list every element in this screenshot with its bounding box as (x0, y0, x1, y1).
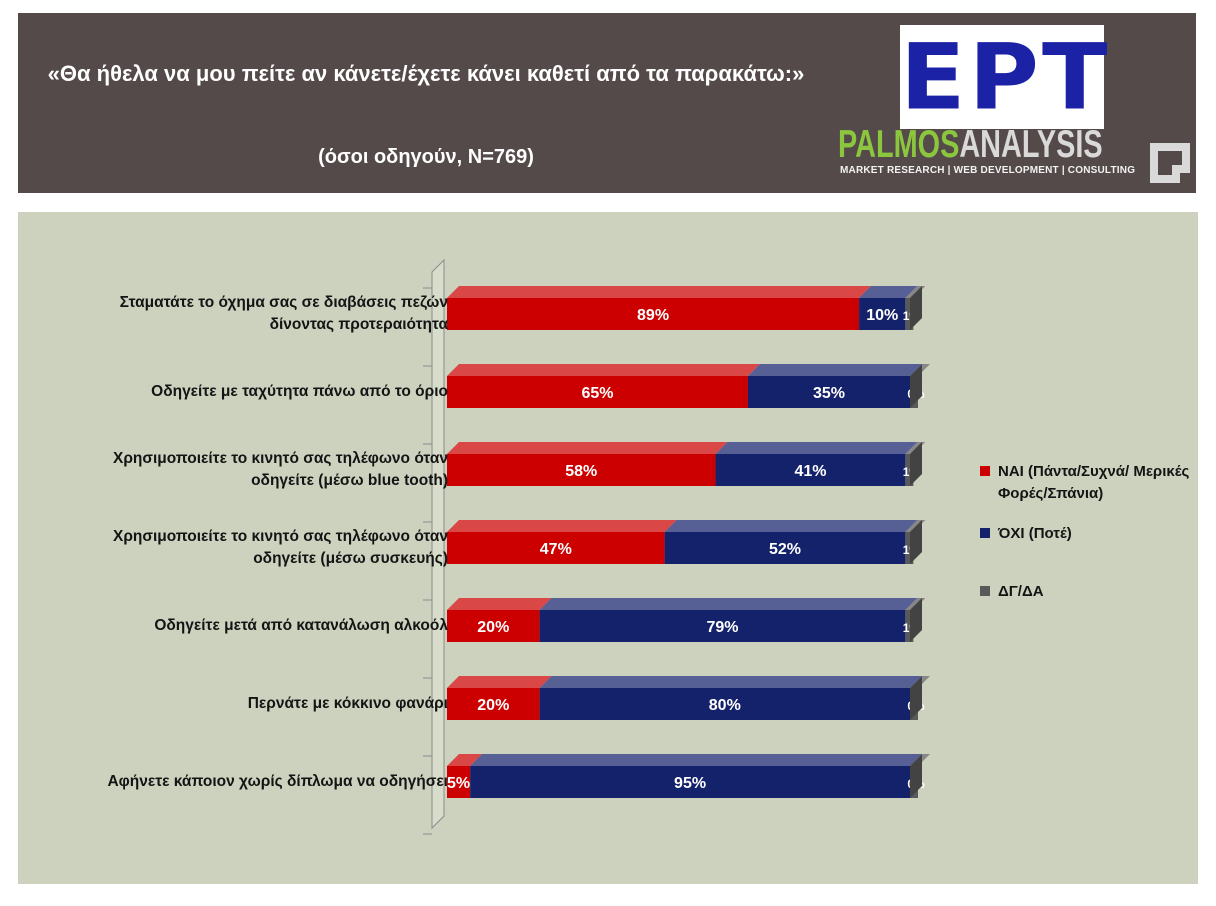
header-banner: «Θα ήθελα να μου πείτε αν κάνετε/έχετε κ… (18, 13, 1196, 193)
data-label: 65% (581, 385, 613, 402)
page-subtitle: (όσοι οδηγούν, Ν=769) (318, 146, 534, 168)
category-label: Οδηγείτε μετά από κατανάλωση αλκοόλ (154, 617, 448, 634)
bar-segment-top (539, 676, 922, 688)
data-label: 10% (866, 307, 898, 324)
bar-side (910, 364, 922, 408)
bar-segment (447, 532, 665, 564)
category-label: Οδηγείτε με ταχύτητα πάνω από το όριο (151, 383, 448, 400)
category-label: Χρησιμοποιείτε το κινητό σας τηλέφωνο ότ… (112, 450, 448, 489)
category-label: Αφήνετε κάποιον χωρίς δίπλωμα να οδηγήσε… (107, 773, 448, 790)
bar-segment (447, 376, 748, 408)
bar-segment (905, 454, 914, 486)
bar-segment (447, 688, 540, 720)
data-label: 80% (709, 697, 741, 714)
bar-segment-top (859, 286, 918, 298)
chart-panel: 89%10%1%65%35%0%58%41%1%47%52%1%20%79%1%… (18, 212, 1198, 884)
legend-swatch (980, 466, 990, 476)
bar-side (910, 442, 922, 486)
palmos-logo-wordmark: PALMOSANALYSIS (838, 125, 1103, 165)
bar-segment-top (715, 442, 918, 454)
data-label: 5% (447, 775, 470, 792)
data-label: 20% (477, 619, 509, 636)
data-label: 20% (477, 697, 509, 714)
bar-segment-top (539, 598, 918, 610)
legend-swatch (980, 528, 990, 538)
bar-segment (539, 610, 906, 642)
bar-segment-top (447, 364, 760, 376)
bar-segment-top (664, 520, 918, 532)
data-label: 89% (637, 307, 669, 324)
bar-segment (905, 532, 914, 564)
bar-segment (664, 532, 906, 564)
palmos-logo-tagline: MARKET RESEARCH | WEB DEVELOPMENT | CONS… (840, 165, 1136, 176)
bar-side (910, 598, 922, 642)
bar-side (910, 676, 922, 720)
ert-logo: ΕΡΤ (900, 24, 1107, 130)
data-label: 41% (794, 463, 826, 480)
bar-segment (539, 688, 910, 720)
bar-segment (859, 298, 906, 330)
bar-segment (747, 376, 910, 408)
data-label: 58% (565, 463, 597, 480)
bar-side (910, 520, 922, 564)
bar-segment (905, 610, 914, 642)
ert-logo-text: ΕΡΤ (900, 23, 1111, 131)
legend-label: ΔΓ/ΔΑ (998, 583, 1044, 600)
bar-segment-top (447, 754, 483, 766)
data-label: 95% (674, 775, 706, 792)
bar-segment-top (447, 442, 728, 454)
bar-segment-top (747, 364, 922, 376)
data-label: 52% (769, 541, 801, 558)
bar-segment-top (447, 676, 552, 688)
stacked-bar-chart: 89%10%1%65%35%0%58%41%1%47%52%1%20%79%1%… (423, 258, 930, 835)
data-label: 35% (813, 385, 845, 402)
palmos-analysis-logo: PALMOSANALYSIS MARKET RESEARCH | WEB DEV… (838, 125, 1138, 187)
axis-wall (431, 258, 445, 830)
data-label: 47% (540, 541, 572, 558)
bar-segment (470, 766, 910, 798)
page-title: «Θα ήθελα να μου πείτε αν κάνετε/έχετε κ… (47, 61, 805, 86)
bar-segment-top (470, 754, 922, 766)
bar-segment (447, 454, 716, 486)
legend-label: ΌΧΙ (Ποτέ) (998, 525, 1072, 542)
bar-segment-top (447, 598, 552, 610)
bar-side (910, 286, 922, 330)
bar-segment-top (447, 286, 872, 298)
palmos-square-icon (1150, 143, 1190, 183)
legend-swatch (980, 586, 990, 596)
category-label: Περνάτε με κόκκινο φανάρι (247, 695, 448, 712)
bar-segment (447, 766, 471, 798)
category-label: Σταματάτε το όχημα σας σε διαβάσεις πεζώ… (119, 294, 448, 333)
bar-segment (447, 298, 860, 330)
palmos-logo-word-a: PALMOS (838, 123, 960, 166)
bar-segment-top (447, 520, 677, 532)
bar-segment (905, 298, 914, 330)
bar-segment (715, 454, 906, 486)
palmos-logo-word-b: ANALYSIS (959, 123, 1103, 166)
bar-segment (447, 610, 540, 642)
bar-side (910, 754, 922, 798)
data-label: 79% (706, 619, 738, 636)
category-label: Χρησιμοποιείτε το κινητό σας τηλέφωνο ότ… (112, 528, 448, 567)
legend-label: ΝΑΙ (Πάντα/Συχνά/ Μερικές Φορές/Σπάνια) (998, 463, 1190, 502)
